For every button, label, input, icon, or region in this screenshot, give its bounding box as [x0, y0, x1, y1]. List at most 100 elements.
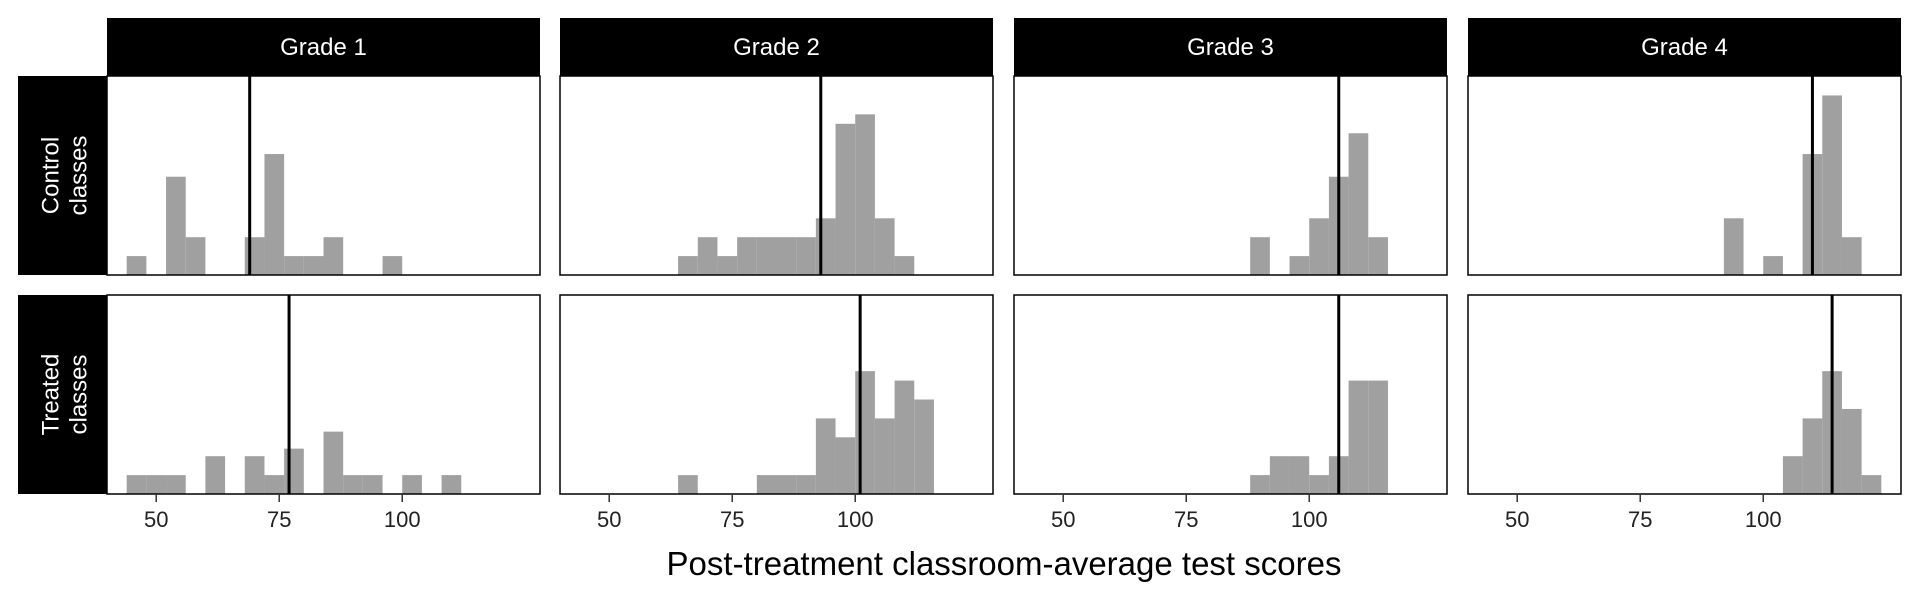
histogram-bar — [894, 256, 915, 275]
histogram-bar — [1368, 237, 1388, 275]
histogram-bar — [835, 123, 856, 275]
x-tick-label: 50 — [144, 507, 168, 532]
row-strip-label-group: Control classes — [38, 135, 93, 215]
histogram-bar — [815, 218, 836, 275]
histogram-bar — [126, 475, 147, 494]
histogram-bar — [1309, 475, 1329, 494]
panel-r1-c1 — [106, 75, 541, 276]
row-strip-label-group: Treated classes — [38, 354, 93, 436]
histogram-bar — [343, 475, 363, 494]
histogram-bar — [244, 237, 265, 275]
panel-r2-c2 — [559, 294, 994, 495]
panels-layer — [106, 75, 1902, 495]
x-tick-label: 50 — [597, 507, 621, 532]
column-strip-2 — [560, 18, 993, 76]
histogram-bar — [264, 154, 285, 275]
histogram-bar — [1348, 380, 1369, 494]
histogram-bar — [796, 237, 816, 275]
row-strip-label-line2: classes — [66, 354, 93, 434]
histogram-bar — [1309, 218, 1329, 275]
histogram-bar — [756, 237, 777, 275]
histogram-bar — [303, 256, 324, 275]
histogram-bar — [1723, 218, 1744, 275]
row-strip-1 — [18, 76, 107, 275]
column-strip-4 — [1468, 18, 1901, 76]
histogram-bar — [185, 237, 206, 275]
histogram-bar — [205, 456, 226, 494]
panel-border — [1013, 294, 1448, 495]
histogram-bar — [697, 237, 718, 275]
histogram-bar — [835, 437, 856, 494]
histogram-bar — [1841, 408, 1862, 494]
histogram-bar — [1782, 456, 1803, 494]
row-strip-label-line1: Control — [38, 137, 65, 214]
histogram-bar — [402, 475, 422, 494]
histogram-bar — [874, 218, 895, 275]
ticks-layer: 50 75 100 50 75 100 50 75 100 50 75 100 — [144, 494, 1782, 532]
histogram-bar — [1802, 418, 1823, 494]
histogram-bar — [166, 475, 186, 494]
histogram-bar — [264, 475, 285, 494]
histogram-bar — [678, 256, 698, 275]
panel-border — [559, 294, 994, 495]
histogram-bar — [1763, 256, 1783, 275]
x-tick-label: 75 — [1174, 507, 1198, 532]
histogram-bar — [1250, 475, 1270, 494]
histogram-bar — [717, 256, 738, 275]
histogram-bar — [284, 448, 304, 494]
histogram-bar — [323, 237, 344, 275]
column-strip-1 — [107, 18, 540, 76]
panel-r1-c2 — [559, 75, 994, 276]
histogram-bar — [1348, 133, 1369, 275]
histogram-bar — [1289, 456, 1310, 494]
histogram-bar — [874, 418, 895, 494]
panel-r2-c1 — [106, 294, 541, 495]
histogram-bar — [776, 237, 797, 275]
histogram-bar — [855, 114, 875, 275]
x-tick-label: 75 — [720, 507, 744, 532]
row-strip-2 — [18, 295, 107, 494]
x-tick-label: 75 — [1628, 507, 1652, 532]
x-tick-label: 100 — [1291, 507, 1328, 532]
histogram-bar — [914, 399, 934, 494]
row-strip-label-line1: Treated — [38, 354, 65, 436]
histogram-bar — [323, 431, 344, 494]
histogram-bar — [737, 237, 757, 275]
histogram-bar — [756, 475, 777, 494]
column-strip-label: Grade 2 — [733, 34, 820, 61]
row-strip-label-line2: classes — [66, 135, 93, 215]
histogram-bar — [166, 176, 186, 275]
histogram-bar — [815, 418, 836, 494]
histogram-bar — [796, 475, 816, 494]
histogram-bar — [1289, 256, 1310, 275]
x-tick-label: 100 — [1745, 507, 1782, 532]
histogram-bar — [1861, 475, 1882, 494]
x-tick-label: 100 — [837, 507, 874, 532]
histogram-bar — [382, 256, 403, 275]
histogram-bar — [441, 475, 462, 494]
x-tick-label: 100 — [384, 507, 421, 532]
x-tick-label: 50 — [1505, 507, 1529, 532]
x-axis-title: Post-treatment classroom-average test sc… — [667, 545, 1342, 582]
panel-r2-c4 — [1467, 294, 1902, 495]
histogram-bar — [894, 380, 915, 494]
x-tick-label: 50 — [1051, 507, 1075, 532]
panel-r1-c4 — [1467, 75, 1902, 276]
histogram-bar — [362, 475, 383, 494]
histogram-bar — [284, 256, 304, 275]
histogram-bar — [1841, 237, 1862, 275]
column-strip-3 — [1014, 18, 1447, 76]
histogram-bar — [678, 475, 698, 494]
histogram-bar — [146, 475, 167, 494]
histogram-bar — [1368, 380, 1388, 494]
panel-r1-c3 — [1013, 75, 1448, 276]
histogram-bar — [1250, 237, 1270, 275]
x-tick-label: 75 — [267, 507, 291, 532]
histogram-bar — [244, 456, 265, 494]
histogram-bar — [855, 371, 875, 494]
histogram-bar — [126, 256, 147, 275]
column-strip-label: Grade 1 — [280, 34, 367, 61]
histogram-bar — [1269, 456, 1290, 494]
